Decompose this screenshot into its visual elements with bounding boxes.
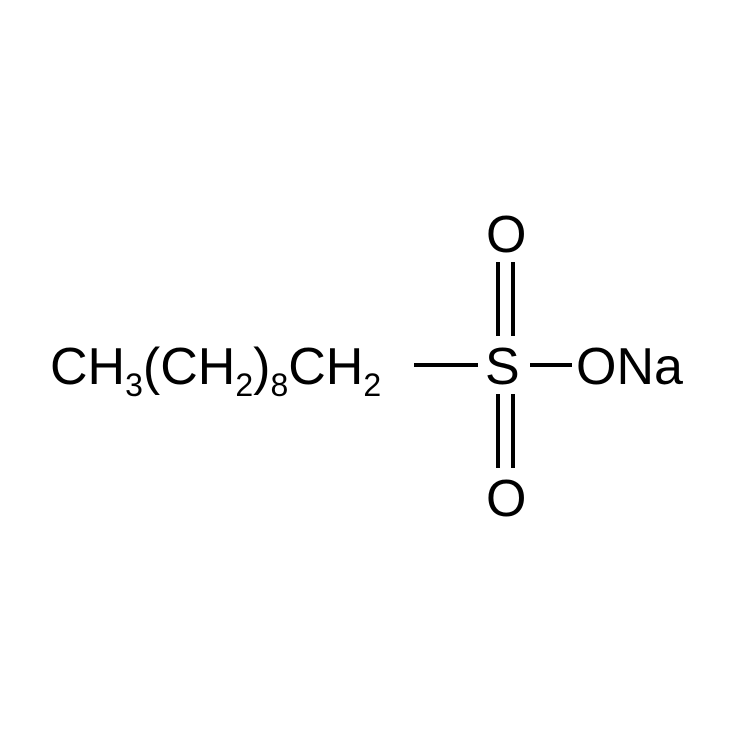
oxygen-bottom: O <box>486 470 526 528</box>
chemical-structure-diagram: CH3(CH2)8CH2 S O O ONa <box>0 0 730 730</box>
ona-group: ONa <box>576 338 683 396</box>
sulfur-atom: S <box>485 338 520 396</box>
chain-formula: CH3(CH2)8CH2 <box>50 338 381 403</box>
ch-text: CH <box>50 338 125 396</box>
sub-2b: 2 <box>363 367 381 403</box>
sub-2a: 2 <box>235 367 253 403</box>
oxygen-top: O <box>486 206 526 264</box>
sub-8: 8 <box>270 367 288 403</box>
sub-3: 3 <box>125 367 143 403</box>
ch2-text: CH <box>288 338 363 396</box>
open-ch: (CH <box>143 338 235 396</box>
close-paren: ) <box>253 338 270 396</box>
